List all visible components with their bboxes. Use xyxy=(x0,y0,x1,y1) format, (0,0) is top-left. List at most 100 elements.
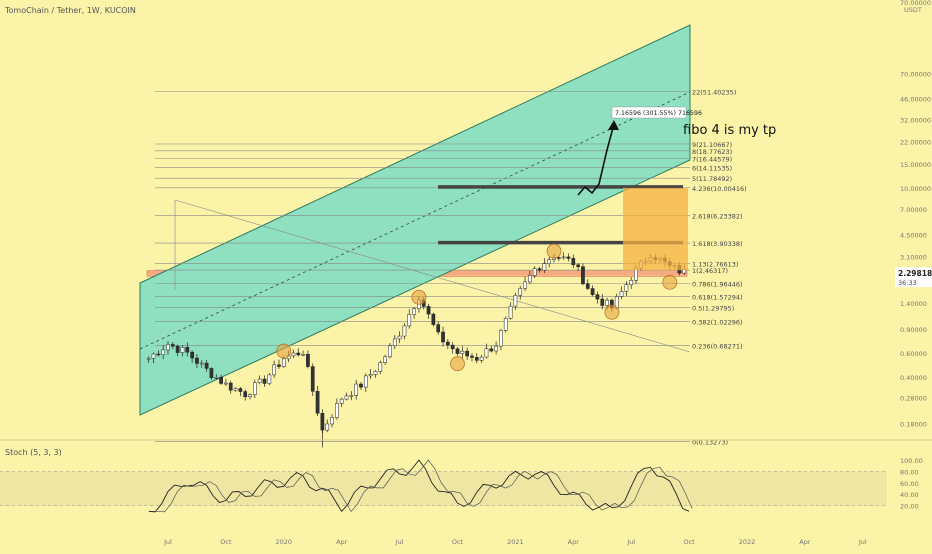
swing-point-marker xyxy=(604,304,620,320)
candle-body xyxy=(407,314,412,327)
candle-body xyxy=(441,331,445,343)
candle-body xyxy=(542,263,547,271)
fib-level-label: 2.618(6.23382) xyxy=(692,213,743,221)
fib-level-label: 9(21.10667) xyxy=(692,141,732,149)
candle-body xyxy=(484,348,489,358)
candle-body xyxy=(566,256,571,259)
candle-body xyxy=(446,341,450,346)
candle-body xyxy=(315,391,320,414)
time-axis-tick: Jul xyxy=(858,538,867,546)
candle-body xyxy=(585,283,590,289)
descending-trendline xyxy=(174,199,691,353)
candle-body xyxy=(267,374,272,384)
time-axis-tick: Oct xyxy=(683,538,695,546)
candle-body xyxy=(277,364,281,367)
price-axis-tick: 0.90000 xyxy=(900,326,927,334)
candle-body xyxy=(523,281,527,289)
last-price-value: 2.29818 xyxy=(898,269,932,278)
candle-body xyxy=(373,371,378,375)
stoch-label: Stoch (5, 3, 3) xyxy=(5,448,62,457)
candle-body xyxy=(320,413,325,431)
swing-point-marker xyxy=(411,289,427,305)
candle-body xyxy=(436,324,441,333)
candle-body xyxy=(590,288,595,295)
candle-body xyxy=(624,284,629,292)
fib-level-label: 1.13(2.76613) xyxy=(692,260,738,268)
price-axis-tick: 15.00000 xyxy=(900,161,931,169)
price-axis-tick: 10.00000 xyxy=(900,185,931,193)
candle-body xyxy=(301,353,305,356)
candle-body xyxy=(272,364,276,376)
channel-midline xyxy=(139,91,691,350)
price-axis-tick: 7.00000 xyxy=(900,206,927,214)
candle-body xyxy=(431,313,436,325)
price-axis-tick: 0.40000 xyxy=(900,374,927,382)
candle-body xyxy=(499,330,503,347)
candle-body xyxy=(494,345,498,352)
candle-body xyxy=(195,357,199,364)
swing-point-marker xyxy=(276,343,292,359)
candle-body xyxy=(503,318,508,331)
fib-level-label: 7(16.44579) xyxy=(692,156,732,164)
fib-level-label: 1.618(3.90338) xyxy=(692,240,743,248)
annotation-note: fibo 4 is my tp xyxy=(683,123,776,138)
candle-body xyxy=(412,308,416,315)
fib-level-label: 5(11.78492) xyxy=(692,175,732,183)
candle-body xyxy=(528,275,532,283)
candle-body xyxy=(330,417,334,425)
time-axis-tick: 2022 xyxy=(739,538,756,546)
time-axis-tick: Apr xyxy=(336,538,348,546)
candle-body xyxy=(571,258,576,266)
candle-body xyxy=(175,345,180,353)
candle-body xyxy=(581,266,585,285)
candle-body xyxy=(489,348,494,352)
candle-body xyxy=(537,268,542,271)
candle-body xyxy=(470,355,474,358)
stoch-band xyxy=(0,471,887,506)
candle-body xyxy=(209,368,214,378)
candle-body xyxy=(151,353,156,359)
candle-body xyxy=(600,298,605,306)
candle-body xyxy=(513,295,518,307)
price-axis-tick: 4.50000 xyxy=(900,232,927,240)
fib-level-label: 0.236(0.68271) xyxy=(692,342,743,350)
candle-body xyxy=(243,391,248,398)
candle-body xyxy=(508,305,513,319)
price-axis-currency: USDT xyxy=(904,6,922,14)
time-axis-tick: Oct xyxy=(220,538,232,546)
candle-body xyxy=(397,335,402,340)
candle-body xyxy=(576,264,580,267)
candle-body xyxy=(166,344,170,351)
candle-body xyxy=(402,325,407,337)
candle-body xyxy=(450,344,455,350)
candle-body xyxy=(257,378,262,383)
stoch-d-line xyxy=(151,459,693,513)
fib-level-label: 22(51.40235) xyxy=(692,89,736,97)
stoch-axis-tick: 20.00 xyxy=(900,503,919,511)
resistance-line-mid xyxy=(438,240,683,245)
candle-body xyxy=(204,362,209,369)
candle-body xyxy=(253,382,257,395)
candle-body xyxy=(339,398,344,404)
candle-body xyxy=(368,374,373,377)
candle-body xyxy=(224,382,228,385)
candle-body xyxy=(349,395,354,397)
target-zone xyxy=(623,187,688,271)
candle-body xyxy=(465,350,469,357)
candle-body xyxy=(170,344,175,347)
candle-body xyxy=(262,378,267,384)
candle-body xyxy=(156,353,161,356)
candle-body xyxy=(547,259,552,264)
fib-level-label: 0.618(1.57294) xyxy=(692,293,743,301)
candle-body xyxy=(556,257,561,259)
candle-body xyxy=(146,357,151,360)
candle-body xyxy=(161,349,166,355)
candle-body xyxy=(219,377,223,384)
swing-point-marker xyxy=(546,243,562,259)
time-axis-tick: Jul xyxy=(163,538,172,546)
time-axis-tick: 2020 xyxy=(276,538,293,546)
time-axis-tick: Jul xyxy=(626,538,635,546)
fib-level-label: 0.786(1.96446) xyxy=(692,280,743,288)
